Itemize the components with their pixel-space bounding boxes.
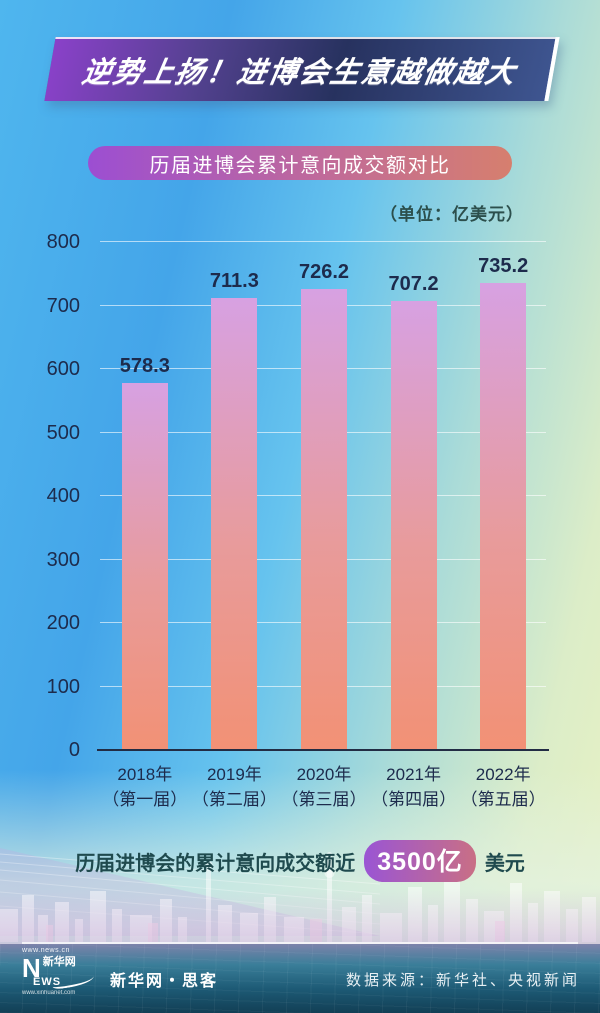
- x-tick-label: 2021年 （第四届）: [369, 762, 459, 812]
- bar: [300, 288, 347, 750]
- bar: [121, 382, 168, 750]
- footer-bar: www.news.cn N 新华网 EWS www.xinhuanet.com …: [0, 944, 600, 1013]
- bar-column: 711.3: [190, 242, 280, 750]
- x-tick-session: （第二届）: [191, 790, 277, 809]
- bar-value-label: 711.3: [209, 270, 259, 293]
- x-tick-session: （第三届）: [281, 790, 367, 809]
- x-tick-session: （第五届）: [460, 790, 546, 809]
- bars: 578.3 711.3 726.2 707.2 735.2: [100, 242, 548, 750]
- bar: [211, 298, 258, 750]
- bar-value-label: 578.3: [119, 354, 170, 377]
- page-title-banner: 逆势上扬！进博会生意越做越大: [44, 37, 560, 101]
- x-tick-label: 2022年 （第五届）: [458, 762, 548, 812]
- logo-url-top: www.news.cn: [22, 947, 70, 954]
- x-axis-labels: 2018年 （第一届） 2019年 （第二届） 2020年 （第三届） 2021年 （第四届）…: [100, 762, 548, 812]
- logo-letters-ews: EWS: [33, 975, 62, 988]
- y-tick-label: 600: [46, 358, 80, 380]
- x-tick-label: 2018年 （第一届）: [100, 762, 190, 812]
- x-tick-label: 2019年 （第二届）: [190, 762, 280, 812]
- x-tick-year: 2018年: [117, 765, 173, 784]
- plot-area: 578.3 711.3 726.2 707.2 735.2: [97, 241, 549, 751]
- chart-title: 历届进博会累计意向成交额对比: [149, 154, 451, 177]
- y-tick-label: 100: [46, 675, 80, 698]
- x-tick-label: 2020年 （第三届）: [279, 762, 369, 812]
- y-tick-label: 500: [46, 421, 80, 444]
- summary-prefix: 历届进博会的累计意向成交额近: [75, 852, 356, 875]
- data-source-text: 数据来源：新华社、央视新闻: [345, 972, 580, 989]
- bar-column: 578.3: [100, 242, 190, 750]
- logo-letter-n: N: [22, 952, 41, 983]
- bar-chart: 0 100 200 300 400 500 600 700 800 578.3 711.3 726.…: [0, 231, 600, 822]
- bar-column: 735.2: [458, 242, 548, 750]
- gridline: [100, 241, 546, 242]
- bar-value-label: 735.2: [478, 255, 529, 278]
- bar-column: 707.2: [369, 242, 459, 750]
- bar-value-label: 726.2: [298, 260, 350, 283]
- logo-url-bottom: www.xinhuanet.com: [22, 989, 76, 996]
- bar: [480, 283, 527, 750]
- x-tick-session: （第四届）: [371, 790, 457, 809]
- x-tick-year: 2022年: [475, 765, 531, 784]
- y-axis-labels: 0 100 200 300 400 500 600 700 800: [30, 231, 80, 761]
- y-tick-label: 0: [68, 739, 80, 761]
- x-axis-line: [97, 748, 549, 751]
- x-tick-year: 2020年: [296, 765, 352, 784]
- footer-brand-text: 新华网・思客: [110, 973, 219, 990]
- x-tick-year: 2019年: [206, 765, 262, 784]
- xinhuanet-logo: www.news.cn N 新华网 EWS www.xinhuanet.com: [22, 947, 106, 996]
- page-title: 逆势上扬！进博会生意越做越大: [79, 57, 520, 89]
- bar-column: 726.2: [279, 242, 369, 750]
- y-tick-label: 400: [46, 485, 80, 507]
- x-tick-session: （第一届）: [102, 790, 188, 809]
- bar: [390, 300, 437, 750]
- x-tick-year: 2021年: [386, 765, 441, 784]
- chart-title-pill: 历届进博会累计意向成交额对比: [88, 146, 512, 180]
- y-tick-label: 800: [46, 231, 80, 253]
- logo-brand-cn: 新华网: [42, 955, 76, 968]
- unit-label: （单位：亿美元）: [380, 205, 524, 224]
- y-tick-label: 200: [46, 612, 80, 634]
- y-tick-label: 700: [46, 294, 80, 317]
- y-tick-label: 300: [46, 548, 80, 571]
- summary-suffix: 美元: [484, 852, 525, 875]
- summary-highlight-pill: 3500亿: [364, 840, 476, 882]
- bar-value-label: 707.2: [388, 272, 439, 295]
- summary-line: 历届进博会的累计意向成交额近 3500亿 美元: [0, 840, 600, 882]
